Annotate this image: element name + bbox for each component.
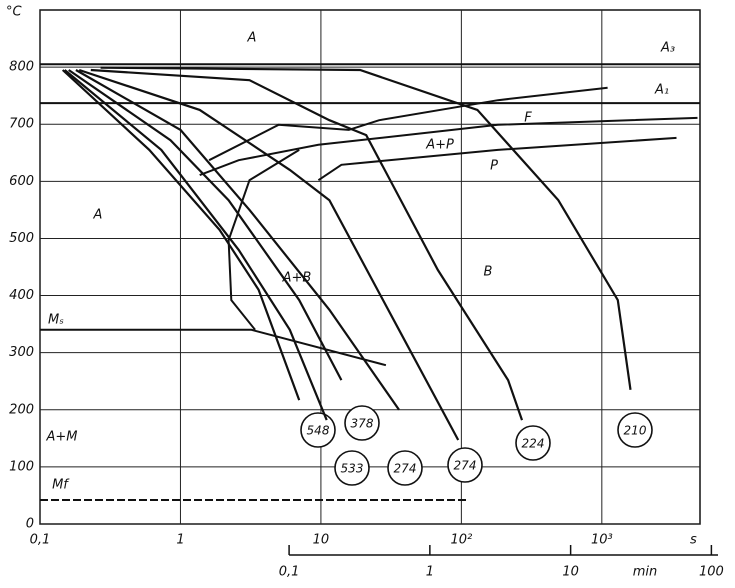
cooling-curve <box>90 68 524 421</box>
y-tick-label: 500 <box>9 231 34 246</box>
phase-boundary <box>199 116 698 177</box>
x-tick-label: 1 <box>176 533 184 548</box>
x2-unit: min <box>633 565 658 580</box>
region-label: F <box>524 111 532 126</box>
y-tick-label: 100 <box>9 459 34 474</box>
hardness-label: 533 <box>341 462 364 476</box>
region-label: A <box>247 31 257 46</box>
phase-boundary <box>317 136 677 182</box>
y-tick-label: 300 <box>9 345 34 360</box>
x2-tick-label: 100 <box>699 565 724 580</box>
phase-boundary <box>227 149 300 331</box>
region-label: A <box>93 208 103 223</box>
hardness-label: 274 <box>454 459 477 473</box>
phase-boundary <box>40 328 387 367</box>
region-label: A₁ <box>654 83 669 98</box>
hardness-circle <box>515 425 551 461</box>
hardness-circle <box>387 450 423 486</box>
y-tick-label: 700 <box>9 117 34 132</box>
hardness-label: 210 <box>624 424 647 438</box>
hardness-label: 274 <box>394 462 417 476</box>
hardness-circle <box>344 405 380 441</box>
hardness-circle <box>300 412 336 448</box>
cooling-curve <box>100 66 632 390</box>
y-tick-label: 200 <box>9 402 34 417</box>
region-label: A+M <box>45 430 77 445</box>
y-tick-label: 800 <box>9 60 34 75</box>
x-tick-label: 10 <box>313 533 330 548</box>
region-label: A₃ <box>660 41 675 56</box>
plot-frame <box>39 9 701 525</box>
region-label: Mₛ <box>48 313 64 328</box>
region-label: A+P <box>425 138 454 153</box>
hardness-circle <box>617 412 653 448</box>
x2-tick-label: 1 <box>426 565 434 580</box>
x-tick-label: 10² <box>450 533 472 548</box>
region-label: B <box>484 265 493 280</box>
hardness-label: 224 <box>522 437 545 451</box>
region-label: P <box>490 159 498 174</box>
region-label: A+B <box>282 271 312 286</box>
y-tick-label: 0 <box>26 517 34 532</box>
hardness-circle <box>334 450 370 486</box>
cooling-curve <box>63 69 328 421</box>
hardness-label: 378 <box>351 417 374 431</box>
x-tick-label: 10³ <box>591 533 613 548</box>
hardness-circle <box>447 447 483 483</box>
x2-tick-label: 0,1 <box>279 565 300 580</box>
region-label: Mf <box>52 478 70 493</box>
cooling-curve <box>78 68 460 441</box>
x-tick-label: 0,1 <box>30 533 51 548</box>
y-unit: °C <box>6 5 23 20</box>
x-unit: s <box>690 533 697 548</box>
x2-tick-label: 10 <box>562 565 579 580</box>
phase-boundary <box>208 86 608 162</box>
cooling-curve <box>75 69 400 411</box>
cooling-curve <box>68 69 343 381</box>
y-tick-label: 600 <box>9 174 34 189</box>
hardness-label: 548 <box>307 424 330 438</box>
y-tick-label: 400 <box>9 288 34 303</box>
cooling-curve <box>61 69 301 401</box>
